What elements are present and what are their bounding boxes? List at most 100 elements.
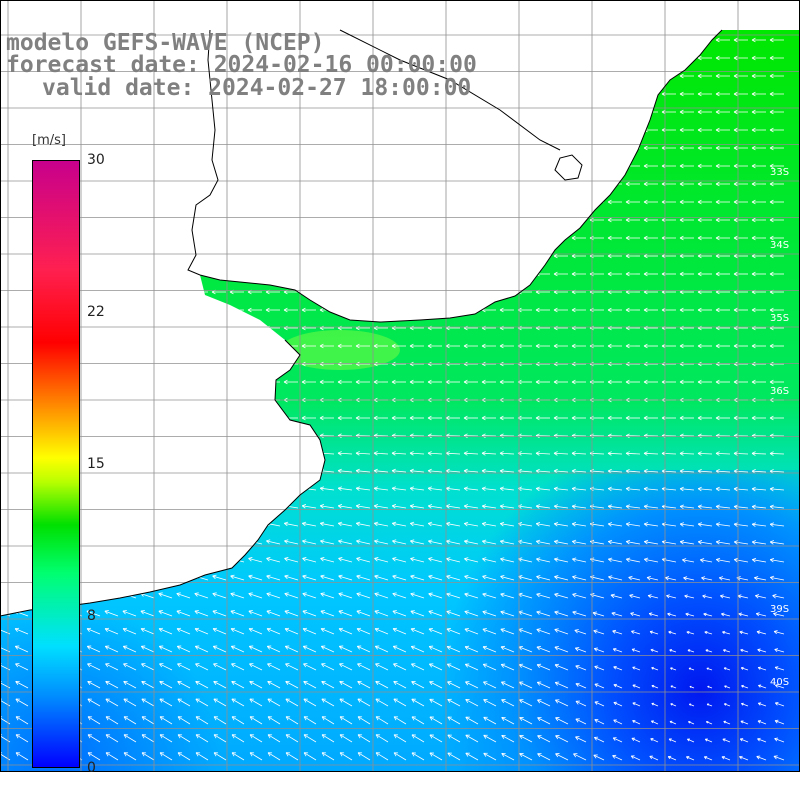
wind-arrow [319,217,334,223]
wind-arrow [687,649,695,653]
wind-arrow [535,199,550,205]
wind-arrow [31,127,46,133]
wind-arrow [285,663,299,671]
wind-arrow [463,415,478,421]
wind-arrow [679,415,694,421]
wind-arrow [229,253,244,259]
wind-arrow [668,738,677,743]
wind-arrow [391,127,406,133]
wind-arrow [194,592,209,599]
wind-arrow [553,181,568,187]
wind-arrow [445,521,461,527]
wind-arrow [715,415,730,421]
wind-arrow [0,592,11,599]
wind-arrow [739,738,749,743]
wind-arrow [446,539,461,545]
wind-arrow [122,521,137,527]
wind-arrow [774,666,785,671]
wind-arrow [265,217,280,223]
wind-arrow [392,574,407,581]
wind-arrow [283,433,299,438]
wind-arrow [13,486,29,491]
wind-arrow [517,91,532,97]
wind-arrow [428,539,443,545]
wind-arrow [501,716,515,725]
wind-arrow [211,433,227,438]
wind-arrow [447,681,461,689]
wind-arrow [751,163,766,169]
wind-arrow [612,754,623,761]
wind-arrow [722,630,731,635]
wind-arrow [463,163,478,169]
wind-arrow [445,379,460,385]
wind-arrow [356,557,371,563]
wind-arrow [707,685,713,689]
wind-arrow [500,628,515,635]
wind-arrow [571,253,586,259]
wind-arrow [751,109,766,115]
wind-arrow [607,91,622,97]
wind-arrow [121,271,136,277]
wind-arrow [553,217,568,223]
wind-arrow [0,345,10,347]
wind-arrow [355,379,370,385]
wind-arrow [105,734,119,743]
wind-arrow [751,199,766,205]
wind-arrow [445,127,460,133]
wind-arrow [697,235,712,241]
wind-arrow [519,699,533,707]
wind-arrow [0,539,11,545]
wind-arrow [607,271,622,277]
wind-arrow [625,109,640,115]
wind-arrow [283,181,298,187]
wind-arrow [608,575,623,581]
lat-label: 36S [770,386,789,397]
wind-arrow [283,163,298,169]
wind-arrow [104,610,119,617]
wind-arrow [67,145,82,151]
wind-arrow [553,253,568,259]
wind-arrow [85,199,100,205]
wind-arrow [355,199,370,205]
wind-arrow [229,181,244,187]
wind-arrow [211,199,226,205]
wind-arrow [751,145,766,151]
wind-arrow [607,109,622,115]
wind-arrow [643,504,659,509]
wind-arrow [195,734,209,743]
wind-arrow [482,557,497,563]
wind-arrow [105,680,119,689]
wind-arrow [159,752,173,761]
wind-arrow [411,734,425,743]
wind-arrow [517,271,532,277]
wind-arrow [517,109,532,115]
wind-arrow [122,645,137,653]
wind-arrow [499,521,515,527]
wind-arrow [481,451,497,456]
wind-arrow [679,253,694,259]
wind-arrow [751,540,767,545]
wind-arrow [703,756,713,761]
wind-arrow [755,612,767,617]
wind-arrow [121,343,136,349]
wind-arrow [356,539,371,545]
wind-arrow [391,163,406,169]
wind-arrow [483,716,497,725]
wind-arrow [733,343,748,349]
wind-arrow [593,754,605,761]
wind-arrow [337,486,353,491]
wind-arrow [13,199,28,205]
wind-arrow [140,539,155,545]
wind-arrow [643,91,658,97]
wind-arrow [357,680,371,689]
wind-arrow [751,307,766,313]
wind-arrow [85,486,101,491]
wind-arrow [338,627,353,635]
wind-arrow [464,663,479,671]
wind-arrow [86,645,101,653]
wind-arrow [0,363,10,365]
wind-arrow [625,199,640,205]
wind-arrow [0,219,10,221]
wind-arrow [355,163,370,169]
wind-arrow [392,645,407,653]
